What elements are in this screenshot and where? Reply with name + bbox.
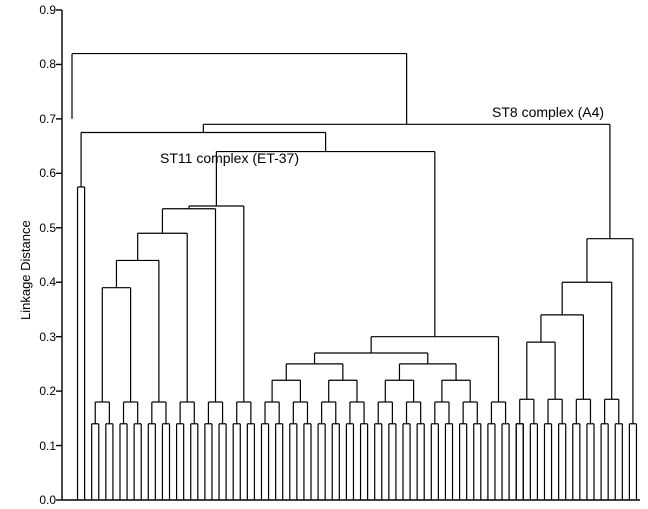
y-tick-label: 0.7 [26, 112, 56, 126]
y-tick-label: 0.3 [26, 330, 56, 344]
y-axis-label: Linkage Distance [18, 220, 33, 320]
chart-annotation: ST11 complex (ET-37) [160, 150, 299, 166]
y-tick-label: 0.0 [26, 493, 56, 507]
y-tick-label: 0.1 [26, 439, 56, 453]
y-tick-label: 0.6 [26, 166, 56, 180]
chart-annotation: ST8 complex (A4) [492, 104, 604, 120]
dendrogram-svg [0, 0, 648, 509]
y-tick-label: 0.2 [26, 384, 56, 398]
y-tick-label: 0.5 [26, 221, 56, 235]
y-tick-label: 0.8 [26, 57, 56, 71]
y-tick-label: 0.9 [26, 3, 56, 17]
y-tick-label: 0.4 [26, 275, 56, 289]
